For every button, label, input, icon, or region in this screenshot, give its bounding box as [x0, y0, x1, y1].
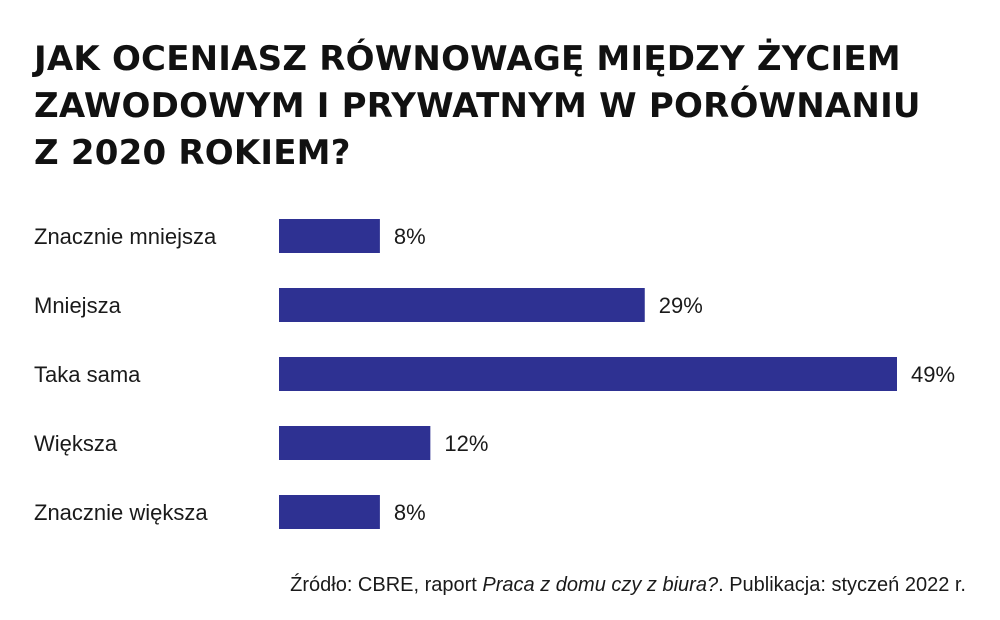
title-line-3: Z 2020 ROKIEM?	[34, 133, 351, 173]
bar-wieksza	[279, 426, 431, 460]
value-label-taka-sama: 49%	[911, 362, 955, 387]
value-label-mniejsza: 29%	[659, 293, 703, 318]
category-label-mniejsza: Mniejsza	[34, 293, 122, 318]
category-label-znacznie-mniejsza: Znacznie mniejsza	[34, 224, 217, 249]
bars-layer: Znacznie mniejsza 8% Mniejsza 29% Taka sama 4…	[34, 219, 955, 529]
bar-znacznie-wieksza	[279, 495, 380, 529]
value-label-znacznie-mniejsza: 8%	[394, 224, 426, 249]
category-label-taka-sama: Taka sama	[34, 362, 141, 387]
bar-mniejsza	[279, 288, 645, 322]
value-label-wieksza: 12%	[444, 431, 488, 456]
source-report-title: Praca z domu czy z biura?	[482, 574, 719, 596]
category-label-wieksza: Większa	[34, 431, 118, 456]
value-label-znacznie-wieksza: 8%	[394, 500, 426, 525]
source-note: Źródło: CBRE, raport Praca z domu czy z …	[290, 574, 966, 597]
source-suffix: . Publikacja: styczeń 2022 r.	[718, 574, 966, 596]
chart-title: JAK OCENIASZ RÓWNOWAGĘ MIĘDZY ŻYCIEM ZAW…	[34, 36, 934, 177]
title-line-2: ZAWODOWYM I PRYWATNYM W PORÓWNANIU	[34, 86, 921, 126]
title-line-1: JAK OCENIASZ RÓWNOWAGĘ MIĘDZY ŻYCIEM	[34, 39, 901, 79]
bar-znacznie-mniejsza	[279, 219, 380, 253]
bar-taka-sama	[279, 357, 897, 391]
category-label-znacznie-wieksza: Znacznie większa	[34, 500, 208, 525]
source-prefix: Źródło: CBRE, raport	[290, 574, 483, 596]
